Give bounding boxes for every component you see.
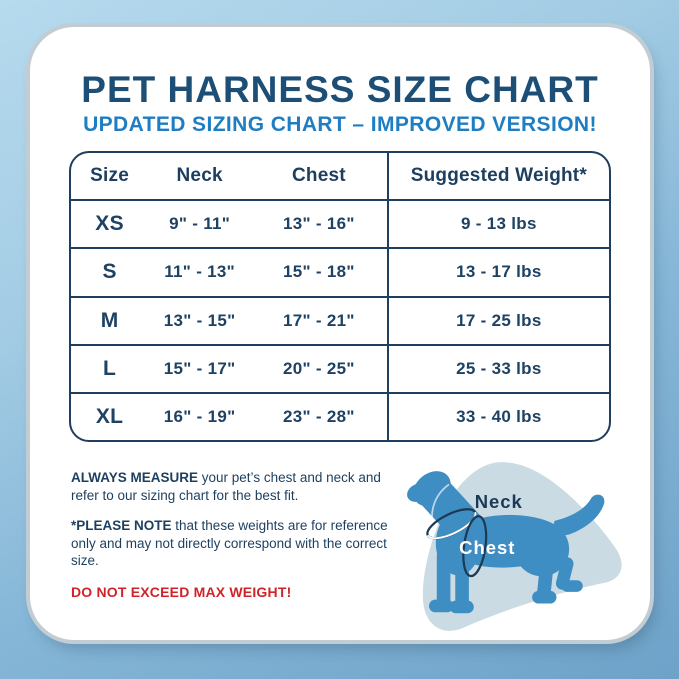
chest-value: 17" - 21" [283,310,355,330]
table-row-s: S 11" - 13" 15" - 18" 13 - 17 lbs [71,249,609,298]
footnotes: ALWAYS MEASURE your pet’s chest and neck… [71,469,411,614]
measure-note-body: your pet’s chest and neck and refer to o… [71,470,381,503]
col-header-weight: Suggested Weight* [386,153,609,200]
measure-note: ALWAYS MEASURE your pet’s chest and neck… [71,469,411,504]
weight-value: 17 - 25 lbs [386,297,609,344]
table-row-xl: XL 16" - 19" 23" - 28" 33 - 40 lbs [71,393,609,440]
size-value: XL [95,404,124,428]
max-weight-warning: DO NOT EXCEED MAX WEIGHT! [71,583,292,600]
size-value: S [102,260,117,284]
chest-value: 15" - 18" [283,262,355,282]
col-header-chest: Chest [292,165,346,187]
size-value: M [100,308,119,332]
chest-value: 13" - 16" [283,214,355,234]
table-row-xs: XS 9" - 11" 13" - 16" 9 - 13 lbs [71,201,609,250]
neck-value: 15" - 17" [163,358,236,378]
neck-value: 16" - 19" [163,406,236,426]
reference-note: *PLEASE NOTE that these weights are for … [71,517,411,570]
col-header-neck: Neck [176,165,223,187]
weight-value: 33 - 40 lbs [386,393,609,440]
page-subtitle: UPDATED SIZING CHART – IMPROVED VERSION! [83,113,597,136]
neck-value: 11" - 13" [164,262,236,282]
size-chart-card: PET HARNESS SIZE CHART UPDATED SIZING CH… [30,27,650,640]
weight-value: 13 - 17 lbs [386,249,609,296]
size-value: XS [95,212,124,236]
weight-value: 25 - 33 lbs [386,345,609,392]
table-row-m: M 13" - 15" 17" - 21" 17 - 25 lbs [71,297,609,346]
table-row-l: L 15" - 17" 20" - 25" 25 - 33 lbs [71,345,609,394]
dog-silhouette [407,471,605,614]
neck-value: 13" - 15" [163,310,236,330]
ear-highlight-line [431,483,450,533]
reference-note-body: that these weights are for reference onl… [71,518,388,569]
chest-value: 23" - 28" [283,406,355,426]
chest-measure-ring [462,515,488,578]
neck-value: 9" - 11" [169,214,231,234]
size-table: Size Neck Chest Suggested Weight* XS 9" … [69,151,611,442]
size-value: L [103,356,117,380]
dog-measurement-figure: Neck Chest [407,462,622,631]
chest-label: Chest [459,537,515,558]
table-header-row: Size Neck Chest Suggested Weight* [71,153,609,202]
reference-note-lead: *PLEASE NOTE [71,518,172,534]
neck-label: Neck [475,491,523,512]
page-title: PET HARNESS SIZE CHART [81,69,599,110]
weight-value: 9 - 13 lbs [386,201,609,248]
measure-note-lead: ALWAYS MEASURE [71,470,199,485]
chest-value: 20" - 25" [283,358,355,378]
col-header-size: Size [90,165,129,187]
